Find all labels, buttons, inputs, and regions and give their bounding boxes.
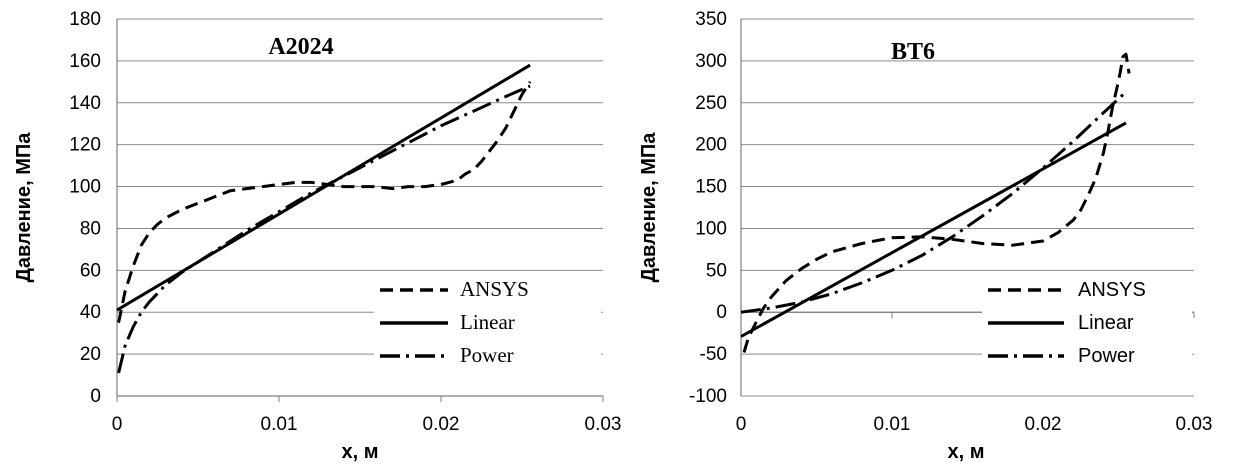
y-tick-label: 350 bbox=[695, 9, 727, 30]
y-axis-title: Давление, МПа bbox=[13, 132, 35, 283]
y-tick-label: 180 bbox=[69, 9, 101, 30]
y-axis-title: Давление, МПа bbox=[638, 132, 660, 283]
legend-label: ANSYS bbox=[460, 277, 529, 301]
y-tick-label: 0 bbox=[716, 302, 727, 323]
x-axis-title: x, м bbox=[341, 441, 378, 463]
series-line-ansys bbox=[117, 80, 532, 324]
series-line-linear bbox=[740, 121, 1127, 338]
chart-title: A2024 bbox=[268, 34, 333, 60]
legend-label: Power bbox=[1078, 345, 1135, 367]
y-tick-label: 100 bbox=[69, 177, 101, 198]
legend: ANSYS Linear Power bbox=[374, 274, 601, 378]
x-tick-label: 0.02 bbox=[423, 414, 460, 435]
y-tick-label: 150 bbox=[695, 177, 727, 198]
y-tick-label: 80 bbox=[80, 218, 101, 239]
y-tick-label: 140 bbox=[69, 93, 101, 114]
y-tick-label: 120 bbox=[69, 135, 101, 156]
y-tick-label: 250 bbox=[695, 93, 727, 114]
x-tick-label: 0.01 bbox=[874, 414, 911, 435]
series-line-ansys bbox=[742, 52, 1131, 353]
y-tick-label: 0 bbox=[90, 386, 101, 407]
y-tick-label: 60 bbox=[80, 260, 101, 281]
chart-title: BT6 bbox=[891, 39, 935, 65]
legend-label: Power bbox=[460, 343, 514, 367]
x-tick-label: 0.01 bbox=[261, 414, 298, 435]
chart-panel-1: 0 20 40 60 80 100 120 140 160 180 0 0.01 0.02 0.03 ANS… bbox=[13, 9, 621, 463]
y-tick-label: 160 bbox=[69, 51, 101, 72]
y-tick-label: 100 bbox=[695, 218, 727, 239]
x-axis-title: x, м bbox=[947, 441, 984, 463]
y-tick-label: -100 bbox=[689, 386, 727, 407]
y-tick-label: 300 bbox=[695, 51, 727, 72]
legend-label: Linear bbox=[1078, 312, 1134, 334]
legend-label: Linear bbox=[460, 310, 515, 334]
x-tick-label: 0 bbox=[736, 414, 747, 435]
y-tick-label: 20 bbox=[80, 344, 101, 365]
y-tick-label: 50 bbox=[706, 260, 727, 281]
x-tick-label: 0.03 bbox=[1176, 414, 1213, 435]
chart-panel-2: -100 -50 0 50 100 150 200 250 300 350 0 0.01 0.02 0.0… bbox=[638, 9, 1212, 463]
y-tick-label: 40 bbox=[80, 302, 101, 323]
y-tick-label: -50 bbox=[700, 344, 727, 365]
x-tick-label: 0.02 bbox=[1025, 414, 1062, 435]
y-tick-label: 200 bbox=[695, 135, 727, 156]
legend: ANSYS Linear Power bbox=[982, 274, 1192, 378]
legend-label: ANSYS bbox=[1078, 279, 1146, 301]
x-tick-label: 0 bbox=[112, 414, 123, 435]
x-tick-label: 0.03 bbox=[585, 414, 622, 435]
series-line-power bbox=[117, 84, 531, 374]
